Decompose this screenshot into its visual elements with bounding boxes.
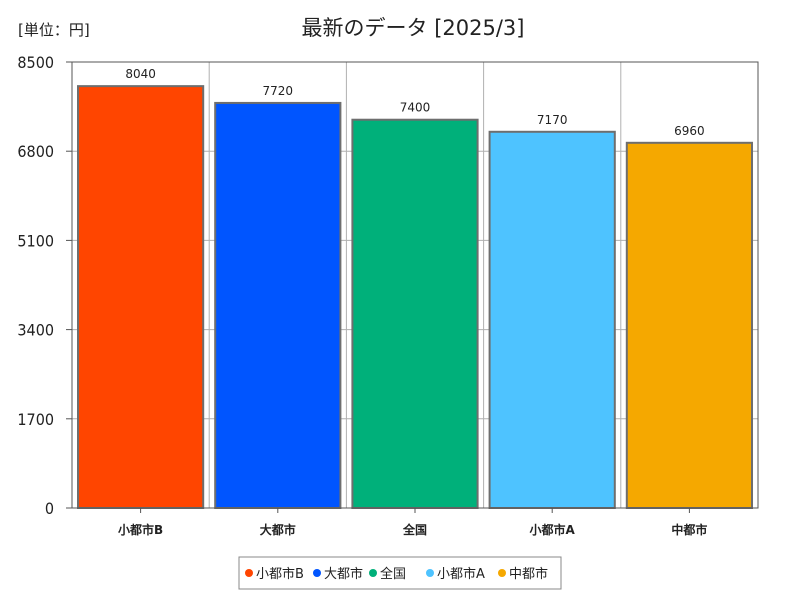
legend-marker	[426, 569, 434, 577]
chart-title: 最新のデータ [2025/3]	[302, 16, 525, 40]
legend-label: 小都市A	[437, 566, 485, 582]
y-tick-label: 8500	[17, 53, 54, 72]
data-label: 8040	[125, 67, 156, 81]
x-tick-label: 小都市B	[118, 522, 163, 537]
legend-label: 全国	[380, 566, 406, 582]
y-axis: 0 1700 3400 5100 6800 8500	[17, 53, 72, 518]
bar	[351, 118, 479, 509]
legend-label: 中都市	[509, 566, 548, 582]
legend-box	[238, 556, 562, 590]
data-label: 7720	[263, 84, 294, 98]
data-label: 7170	[537, 113, 568, 127]
legend-marker	[245, 569, 253, 577]
y-tick-label: 1700	[17, 410, 54, 429]
y-tick-label: 0	[45, 499, 54, 518]
bar	[214, 101, 342, 509]
data-label: 7400	[400, 101, 431, 115]
legend-label: 小都市B	[256, 566, 304, 582]
y-tick-label: 6800	[17, 142, 54, 161]
y-tick-label: 3400	[17, 321, 54, 340]
bars	[77, 85, 753, 509]
legend: 小都市B 大都市 全国 小都市A 中都市	[238, 556, 562, 590]
x-tick-label: 全国	[402, 522, 427, 537]
legend-marker	[313, 569, 321, 577]
data-labels: 8040 7720 7400 7170 6960	[125, 67, 704, 138]
unit-label: [単位：円]	[18, 21, 90, 39]
y-tick-label: 5100	[17, 231, 54, 250]
x-tick-label: 大都市	[260, 522, 296, 537]
bar	[625, 141, 753, 509]
legend-marker	[369, 569, 377, 577]
data-label: 6960	[674, 124, 705, 138]
x-tick-label: 小都市A	[530, 522, 576, 537]
legend-label: 大都市	[324, 566, 363, 582]
bar	[77, 85, 205, 509]
legend-marker	[498, 569, 506, 577]
x-axis: 小都市B 大都市 全国 小都市A 中都市	[118, 508, 707, 537]
x-tick-label: 中都市	[671, 522, 707, 537]
bar	[488, 130, 616, 509]
